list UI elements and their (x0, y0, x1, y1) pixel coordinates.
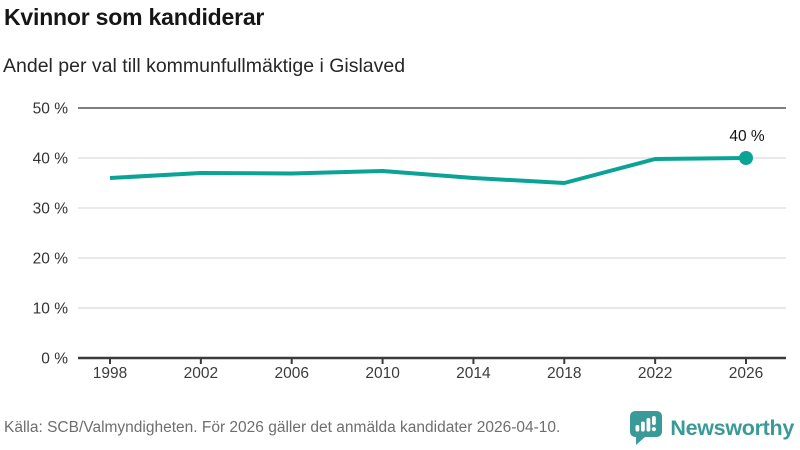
chart-subtitle: Andel per val till kommunfullmäktige i G… (3, 55, 406, 77)
svg-text:2022: 2022 (638, 365, 672, 382)
svg-text:2002: 2002 (184, 365, 218, 382)
svg-text:0 %: 0 % (41, 351, 68, 368)
svg-text:2010: 2010 (365, 365, 400, 382)
svg-text:2006: 2006 (274, 365, 308, 382)
footer: Källa: SCB/Valmyndigheten. För 2026 gäll… (0, 410, 800, 450)
svg-text:2018: 2018 (547, 365, 581, 382)
newsworthy-logo[interactable]: Newsworthy (629, 410, 794, 446)
newsworthy-wordmark: Newsworthy (670, 415, 794, 440)
svg-text:1998: 1998 (93, 365, 127, 382)
svg-text:10 %: 10 % (33, 301, 69, 318)
svg-text:2026: 2026 (729, 365, 763, 382)
source-note: Källa: SCB/Valmyndigheten. För 2026 gäll… (4, 419, 561, 436)
newsworthy-speech-bubble-barchart-icon (630, 411, 663, 445)
svg-text:20 %: 20 % (33, 251, 69, 268)
svg-text:50 %: 50 % (33, 101, 69, 118)
svg-text:40 %: 40 % (33, 151, 69, 168)
svg-text:2014: 2014 (456, 365, 491, 382)
svg-text:40 %: 40 % (729, 128, 765, 145)
page-title: Kvinnor som kandiderar (4, 4, 265, 30)
svg-text:30 %: 30 % (33, 201, 69, 218)
